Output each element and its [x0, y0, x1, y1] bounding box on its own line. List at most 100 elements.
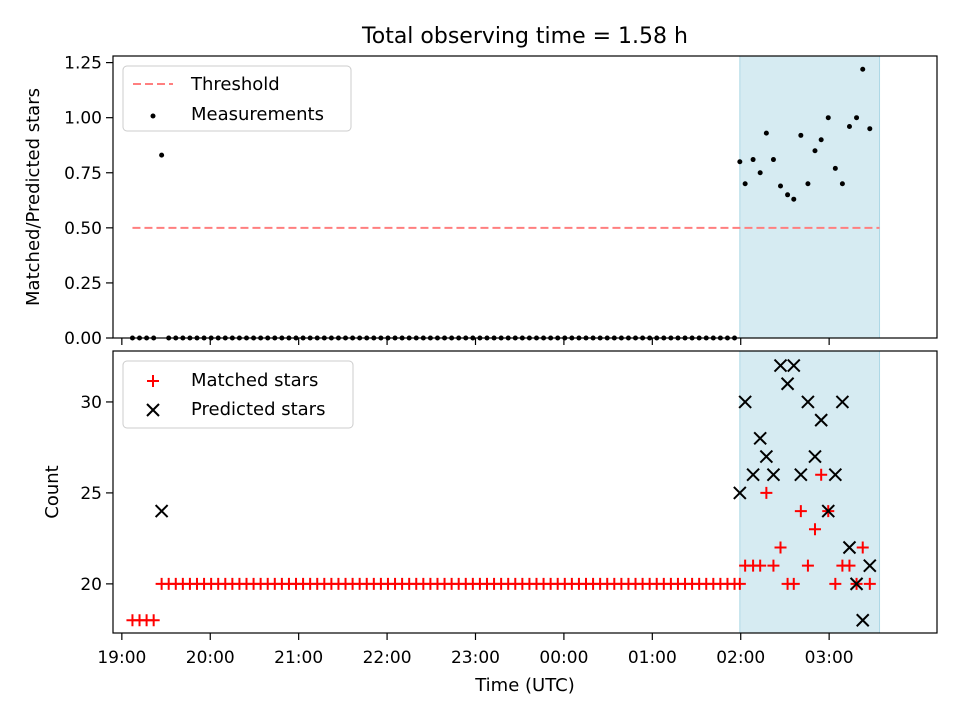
- measurement-point: [854, 115, 860, 121]
- predicted-star-marker: [828, 468, 843, 482]
- measurement-point: [812, 148, 818, 154]
- matched-star-marker: [843, 559, 856, 572]
- highlight-span: [739, 55, 881, 339]
- matched-star-marker: [801, 559, 814, 572]
- legend-measurements-label: Measurements: [191, 104, 324, 125]
- predicted-star-marker: [759, 449, 774, 464]
- measurement-point: [770, 157, 776, 163]
- matched-star-marker: [754, 559, 767, 572]
- predicted-star-marker: [787, 358, 801, 373]
- x-tick-label: 22:00: [363, 648, 412, 668]
- matched-star-marker: [856, 541, 869, 554]
- measurement-point: [798, 132, 804, 138]
- bottom-legend: Matched stars Predicted stars: [122, 360, 354, 429]
- measurement-point: [750, 157, 756, 163]
- top-y-tick-label: 0.50: [64, 219, 102, 239]
- bottom-x-ticks: 19:00 20:00 21:00 22:00 23:00 00:00 01:00 02:00…: [97, 633, 854, 668]
- measurement-point: [791, 196, 797, 202]
- predicted-star-marker: [753, 431, 767, 446]
- predicted-star-marker: [746, 468, 760, 482]
- matched-star-marker: [774, 541, 787, 554]
- legend-predicted-marker: [146, 403, 160, 417]
- predicted-star-marker: [733, 486, 747, 500]
- bottom-axes-frame: [112, 350, 938, 634]
- matched-star-marker: [863, 577, 876, 590]
- top-y-tick-label: 0.00: [64, 329, 102, 349]
- x-tick-label: 23:00: [451, 648, 500, 668]
- predicted-star-marker: [863, 558, 877, 573]
- measurement-point: [818, 137, 824, 143]
- matched-star-marker: [815, 468, 828, 481]
- x-tick-label: 00:00: [539, 648, 588, 668]
- top-axes-frame: [112, 55, 938, 339]
- bottom-panel: 20 25 30 19:00 20:00 21:00 22:00 23:00 00:00 01:…: [42, 350, 938, 696]
- predicted-stars-layer: [154, 358, 877, 627]
- matched-stars-layer: [126, 468, 876, 627]
- legend-measurements-marker: [150, 113, 156, 119]
- bottom-y-tick-label: 30: [80, 393, 102, 413]
- top-panel: 0.00 0.25 0.50 0.75 1.00 1.25 Matched/Predict…: [23, 54, 938, 349]
- top-legend-box: [122, 65, 352, 132]
- top-x-ticks: [121, 338, 830, 345]
- bottom-y-tick-label: 25: [80, 484, 102, 504]
- measurement-point: [860, 66, 866, 72]
- x-tick-label: 21:00: [274, 648, 323, 668]
- predicted-star-marker: [154, 504, 169, 518]
- predicted-star-marker: [814, 413, 828, 427]
- matched-star-marker: [147, 614, 160, 627]
- legend-matched-marker: [147, 375, 159, 387]
- matched-star-marker: [829, 577, 842, 590]
- matched-star-marker: [760, 486, 773, 499]
- predicted-star-marker: [835, 395, 850, 409]
- top-legend: Threshold Measurements: [122, 65, 352, 132]
- measurement-point: [846, 124, 852, 129]
- bottom-y-ticks: 20 25 30: [80, 393, 113, 595]
- measurement-point: [757, 170, 763, 176]
- predicted-star-marker: [821, 504, 835, 518]
- bottom-legend-box: [122, 360, 354, 429]
- measurement-point: [742, 181, 748, 187]
- matched-star-marker: [767, 559, 780, 572]
- measurement-point: [832, 165, 838, 171]
- measurement-point: [737, 159, 743, 165]
- measurement-point: [839, 181, 845, 187]
- measurement-point: [778, 183, 784, 189]
- predicted-star-marker: [801, 395, 815, 409]
- predicted-star-marker: [849, 577, 864, 591]
- legend-matched-label: Matched stars: [191, 370, 318, 391]
- predicted-star-marker: [842, 540, 857, 555]
- matched-star-marker: [808, 523, 821, 536]
- bottom-y-axis-label: Count: [42, 465, 63, 518]
- measurement-point: [159, 152, 165, 158]
- chart-title: Total observing time = 1.58 h: [361, 24, 688, 49]
- matched-star-marker: [733, 577, 746, 590]
- matched-star-marker: [794, 505, 807, 518]
- predicted-star-marker: [738, 395, 752, 409]
- top-y-tick-label: 1.25: [64, 54, 102, 74]
- measurement-point: [867, 126, 873, 132]
- x-tick-label: 01:00: [628, 648, 677, 668]
- predicted-star-marker: [808, 449, 822, 464]
- legend-threshold-label: Threshold: [190, 74, 280, 95]
- predicted-star-marker: [794, 468, 808, 482]
- matched-star-marker: [787, 577, 800, 590]
- measurement-point: [763, 130, 769, 136]
- x-tick-label: 02:00: [716, 648, 765, 668]
- legend-predicted-label: Predicted stars: [191, 399, 325, 420]
- x-tick-label: 19:00: [97, 648, 146, 668]
- predicted-star-marker: [766, 468, 781, 482]
- x-tick-label: 20:00: [186, 648, 235, 668]
- x-tick-label: 03:00: [805, 648, 854, 668]
- measurement-point: [805, 181, 811, 187]
- measurement-point: [825, 115, 831, 121]
- top-y-tick-label: 1.00: [64, 109, 102, 129]
- predicted-star-marker: [856, 613, 870, 627]
- top-y-axis-label: Matched/Predicted stars: [23, 88, 44, 306]
- x-axis-label: Time (UTC): [474, 675, 575, 696]
- top-y-ticks: 0.00 0.25 0.50 0.75 1.00 1.25: [64, 54, 113, 349]
- top-y-tick-label: 0.75: [64, 164, 102, 184]
- predicted-star-marker: [773, 358, 788, 373]
- predicted-star-marker: [780, 377, 795, 391]
- top-highlight-layer: [739, 55, 881, 339]
